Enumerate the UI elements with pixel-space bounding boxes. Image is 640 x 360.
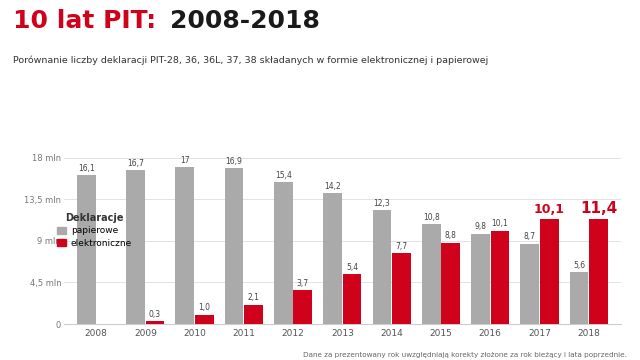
Bar — [372, 211, 391, 324]
Bar — [294, 290, 312, 324]
Text: Dane za prezentowany rok uwzględniają korekty złożone za rok bieżący i lata popr: Dane za prezentowany rok uwzględniają ko… — [303, 352, 627, 358]
Text: 3,7: 3,7 — [297, 279, 309, 288]
Text: 5,4: 5,4 — [346, 263, 358, 272]
Bar — [77, 175, 95, 324]
Text: 10 lat PIT: 2008-2018: 10 lat PIT: 2008-2018 — [13, 7, 28, 8]
Bar — [274, 182, 292, 324]
Text: 12,3: 12,3 — [374, 199, 390, 208]
Text: 2008-2018: 2008-2018 — [170, 9, 319, 33]
Bar — [175, 167, 194, 324]
Text: 7,7: 7,7 — [396, 242, 408, 251]
Bar — [520, 244, 539, 324]
Text: 10,1: 10,1 — [534, 203, 564, 216]
Bar — [442, 243, 460, 324]
Bar — [195, 315, 214, 324]
Bar — [392, 253, 411, 324]
Text: 11,4: 11,4 — [580, 202, 617, 216]
Text: 2,1: 2,1 — [248, 293, 260, 302]
Bar — [323, 193, 342, 324]
Bar — [589, 219, 608, 324]
Text: 16,9: 16,9 — [226, 157, 243, 166]
Text: 15,4: 15,4 — [275, 171, 292, 180]
Text: 16,1: 16,1 — [78, 164, 95, 173]
Text: 10,8: 10,8 — [423, 213, 440, 222]
Bar — [225, 168, 243, 324]
Text: 10 lat PIT:: 10 lat PIT: — [13, 9, 164, 33]
Text: 8,8: 8,8 — [445, 231, 456, 240]
Text: 8,7: 8,7 — [524, 233, 536, 242]
Legend: papierowe, elektroniczne: papierowe, elektroniczne — [58, 213, 132, 248]
Text: 10,1: 10,1 — [492, 220, 508, 229]
Text: 0,3: 0,3 — [149, 310, 161, 319]
Bar — [146, 321, 164, 324]
Bar — [422, 224, 440, 324]
Text: 17: 17 — [180, 156, 189, 165]
Text: 16,7: 16,7 — [127, 158, 144, 167]
Bar — [540, 219, 559, 324]
Bar — [244, 305, 263, 324]
Text: 14,2: 14,2 — [324, 181, 341, 190]
Bar — [471, 234, 490, 324]
Text: 5,6: 5,6 — [573, 261, 585, 270]
Text: 1,0: 1,0 — [198, 303, 211, 312]
Text: Porównanie liczby deklaracji PIT-28, 36, 36L, 37, 38 składanych w formie elektro: Porównanie liczby deklaracji PIT-28, 36,… — [13, 56, 488, 65]
Bar — [570, 272, 588, 324]
Bar — [343, 274, 362, 324]
Text: 9,8: 9,8 — [474, 222, 486, 231]
Bar — [126, 170, 145, 324]
Bar — [491, 231, 509, 324]
